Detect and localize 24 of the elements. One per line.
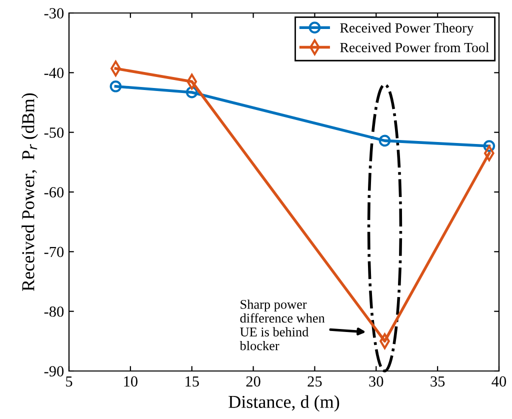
annotation: Sharp power difference when UE is behind blocker — [240, 300, 325, 350]
point — [483, 140, 496, 152]
x-tick-label: 5 — [66, 376, 72, 387]
y-tick-label: -90 — [44, 366, 64, 376]
y-tick-label: -30 — [44, 8, 64, 18]
y-tick-label: -60 — [44, 187, 64, 198]
legend-label: Received Power from Tool — [340, 42, 489, 52]
x-tick-label: 15 — [186, 376, 199, 387]
y-tick-label: -70 — [44, 246, 64, 258]
x-tick-label: 35 — [430, 376, 445, 387]
x-tick-label: 30 — [369, 376, 384, 387]
x-tick-label: 20 — [246, 376, 260, 387]
x-tick-label: 10 — [124, 376, 138, 387]
point — [378, 134, 391, 147]
x-tick-label: 25 — [308, 376, 322, 387]
y-tick-label: -80 — [44, 306, 64, 317]
point — [110, 80, 122, 92]
x-axis-title: Distance, d (m) — [228, 395, 340, 412]
y-axis-title: Received Power, P$_{r}$ (dBm) — [22, 93, 38, 291]
legend-label: Received Power Theory — [340, 22, 474, 36]
y-tick-label: -40 — [44, 68, 64, 78]
x-tick-label: 40 — [492, 376, 506, 387]
y-tick-label: -50 — [44, 127, 64, 138]
point — [186, 86, 198, 98]
